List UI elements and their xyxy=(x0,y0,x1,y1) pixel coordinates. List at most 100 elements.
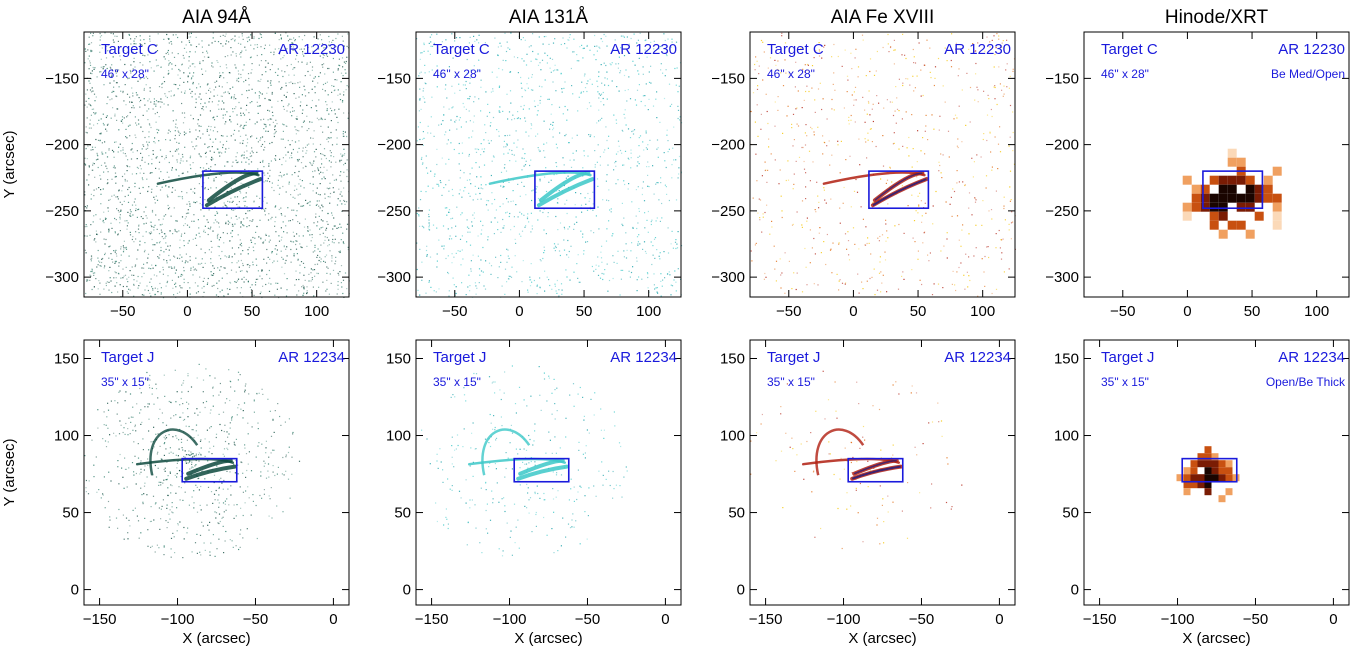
xrt-filter-label: Be Med/Open xyxy=(1271,67,1345,81)
panel-c-aia94: −50 0 50 100 −300 −250 −200 −150 Target C AR 1223… xyxy=(1,7,350,320)
region-label: AR 12230 xyxy=(278,41,345,58)
panel-background xyxy=(84,340,349,605)
y-tick-label: 100 xyxy=(54,428,79,445)
y-tick-label: 100 xyxy=(386,428,411,445)
y-tick-label: −200 xyxy=(45,137,79,154)
target-label: Target C xyxy=(433,41,490,58)
y-tick-label: 150 xyxy=(54,350,79,367)
y-tick-label: −150 xyxy=(45,70,79,87)
x-tick-label: 0 xyxy=(515,303,523,320)
panel-c-aia131: −50 0 50 100 −300 −250 −200 −150 Target C AR 1223… xyxy=(377,7,683,320)
target-label: Target J xyxy=(433,349,486,366)
x-tick-label: 100 xyxy=(636,303,661,320)
target-box xyxy=(1202,170,1264,210)
box-size-label: 35" x 15" xyxy=(433,375,481,389)
panel-frame xyxy=(83,31,350,298)
region-label: AR 12230 xyxy=(1278,41,1345,58)
target-box xyxy=(181,457,238,483)
x-tick-label: 100 xyxy=(970,303,995,320)
box-size-label: 46" x 28" xyxy=(1101,67,1149,81)
x-tick-label: −50 xyxy=(1243,611,1268,628)
x-tick-label: −50 xyxy=(110,303,135,320)
x-tick-label: 0 xyxy=(1183,303,1191,320)
x-tick-label: −50 xyxy=(909,611,934,628)
y-tick-label: 0 xyxy=(403,582,411,599)
flare-loop-feature xyxy=(801,428,903,481)
target-box xyxy=(513,457,570,483)
x-axis-label: X (arcsec) xyxy=(182,630,250,647)
x-tick-label: −100 xyxy=(827,611,861,628)
panel-frame xyxy=(749,339,1016,606)
x-tick-label: −150 xyxy=(1083,611,1117,628)
column-title: AIA Fe XVIII xyxy=(831,7,935,28)
panel-j-fe18: −150 −100 −50 0 0 50 100 150 Target J AR 12234 35"… xyxy=(720,339,1016,647)
x-tick-label: 0 xyxy=(661,611,669,628)
flare-loop-feature xyxy=(488,171,595,208)
emission-texture xyxy=(421,365,628,557)
y-tick-label: 50 xyxy=(1062,505,1079,522)
y-tick-label: 50 xyxy=(728,505,745,522)
y-tick-label: −300 xyxy=(1045,269,1079,286)
x-tick-label: −50 xyxy=(776,303,801,320)
y-tick-label: −250 xyxy=(711,203,745,220)
x-axis-label: X (arcsec) xyxy=(514,630,582,647)
x-tick-label: −150 xyxy=(83,611,117,628)
target-box xyxy=(202,170,264,210)
y-axis-label: Y (arcsec) xyxy=(1,130,18,198)
panel-c-fe18: −50 0 50 100 −300 −250 −200 −150 Target C AR 1223… xyxy=(711,7,1016,320)
x-tick-label: −150 xyxy=(415,611,449,628)
box-size-label: 46" x 28" xyxy=(433,67,481,81)
flare-loop-feature xyxy=(1182,148,1282,239)
panel-background xyxy=(750,340,1015,605)
y-tick-label: −150 xyxy=(1045,70,1079,87)
x-tick-label: −100 xyxy=(493,611,527,628)
y-tick-label: −200 xyxy=(377,137,411,154)
box-size-label: 35" x 15" xyxy=(1101,375,1149,389)
y-tick-label: −250 xyxy=(377,203,411,220)
target-box xyxy=(1181,457,1238,483)
box-size-label: 46" x 28" xyxy=(101,67,149,81)
panel-frame xyxy=(415,31,682,298)
y-tick-label: 0 xyxy=(1071,582,1079,599)
x-tick-label: 100 xyxy=(304,303,329,320)
flare-loop-feature xyxy=(822,171,929,208)
x-tick-label: 0 xyxy=(1329,611,1337,628)
box-size-label: 35" x 15" xyxy=(767,375,815,389)
y-tick-label: −250 xyxy=(1045,203,1079,220)
box-size-label: 35" x 15" xyxy=(101,375,149,389)
x-tick-label: 0 xyxy=(183,303,191,320)
target-label: Target J xyxy=(1101,349,1154,366)
panel-c-xrt: −50 0 50 100 −300 −250 −200 −150 Target C AR 1223… xyxy=(1045,7,1350,320)
target-label: Target C xyxy=(101,41,158,58)
panel-j-xrt: −150 −100 −50 0 0 50 100 150 Target J AR 12234 35"… xyxy=(1054,339,1350,647)
x-tick-label: 100 xyxy=(1304,303,1329,320)
y-tick-label: −300 xyxy=(711,269,745,286)
target-label: Target J xyxy=(101,349,154,366)
emission-texture xyxy=(750,32,1016,297)
x-tick-label: 0 xyxy=(329,611,337,628)
x-tick-label: −50 xyxy=(243,611,268,628)
x-tick-label: −50 xyxy=(442,303,467,320)
y-tick-label: −150 xyxy=(377,70,411,87)
x-tick-label: −50 xyxy=(575,611,600,628)
panel-j-aia94: −150 −100 −50 0 0 50 100 150 Target J AR 12234 35"… xyxy=(1,339,350,647)
emission-texture xyxy=(750,370,963,550)
target-label: Target C xyxy=(1101,41,1158,58)
y-tick-label: 50 xyxy=(62,505,79,522)
box-size-label: 46" x 28" xyxy=(767,67,815,81)
y-tick-label: −200 xyxy=(1045,137,1079,154)
y-tick-label: 0 xyxy=(71,582,79,599)
y-tick-label: 150 xyxy=(1054,350,1079,367)
panel-frame xyxy=(1083,339,1350,606)
panel-background xyxy=(750,32,1015,297)
column-title: AIA 131Å xyxy=(509,7,589,28)
panel-j-aia131: −150 −100 −50 0 0 50 100 150 Target J AR 12234 35"… xyxy=(386,339,682,647)
column-title: AIA 94Å xyxy=(182,7,251,28)
x-axis-label: X (arcsec) xyxy=(848,630,916,647)
x-tick-label: −100 xyxy=(1161,611,1195,628)
y-tick-label: 100 xyxy=(1054,428,1079,445)
x-tick-label: 50 xyxy=(576,303,593,320)
column-title: Hinode/XRT xyxy=(1165,7,1269,28)
region-label: AR 12234 xyxy=(278,349,345,366)
